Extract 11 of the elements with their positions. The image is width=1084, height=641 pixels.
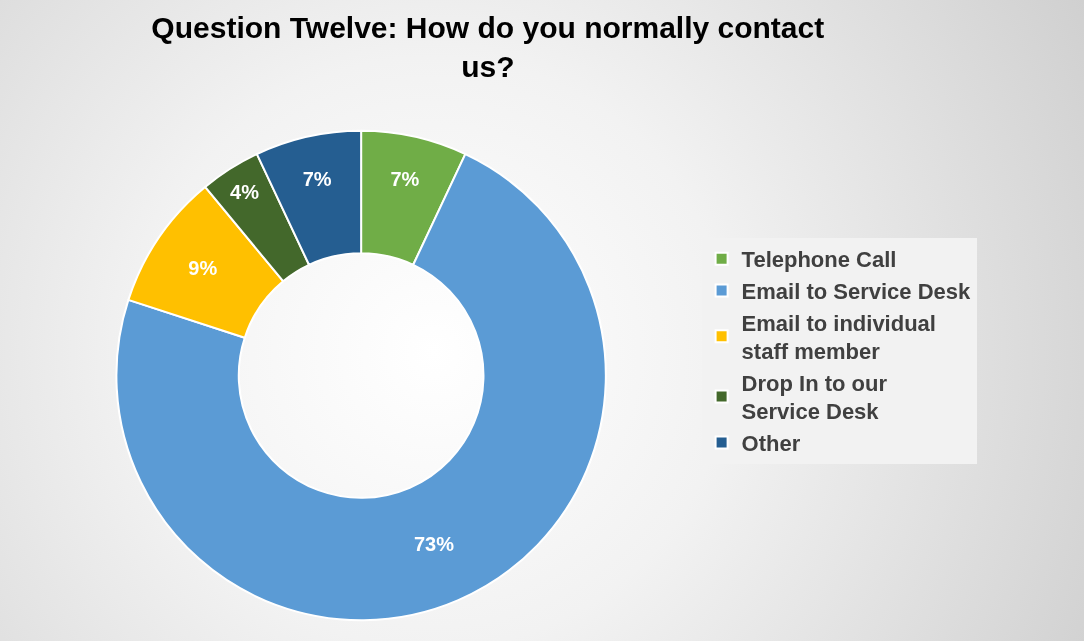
data-label: 9% xyxy=(188,256,218,279)
data-label: 73% xyxy=(413,532,455,555)
legend-label: Email to Service Desk xyxy=(741,279,972,304)
legend-label: Drop In to our Service Desk xyxy=(741,370,888,425)
legend-label: Email to individual staff member xyxy=(741,310,936,365)
data-label: 7% xyxy=(390,168,420,191)
legend-label: Telephone Call xyxy=(741,247,897,273)
data-label: 4% xyxy=(230,180,260,203)
chart-title: Question Twelve: How do you normally contact us? xyxy=(151,11,825,84)
data-label: 7% xyxy=(302,168,332,191)
legend-label: Other xyxy=(741,431,801,456)
